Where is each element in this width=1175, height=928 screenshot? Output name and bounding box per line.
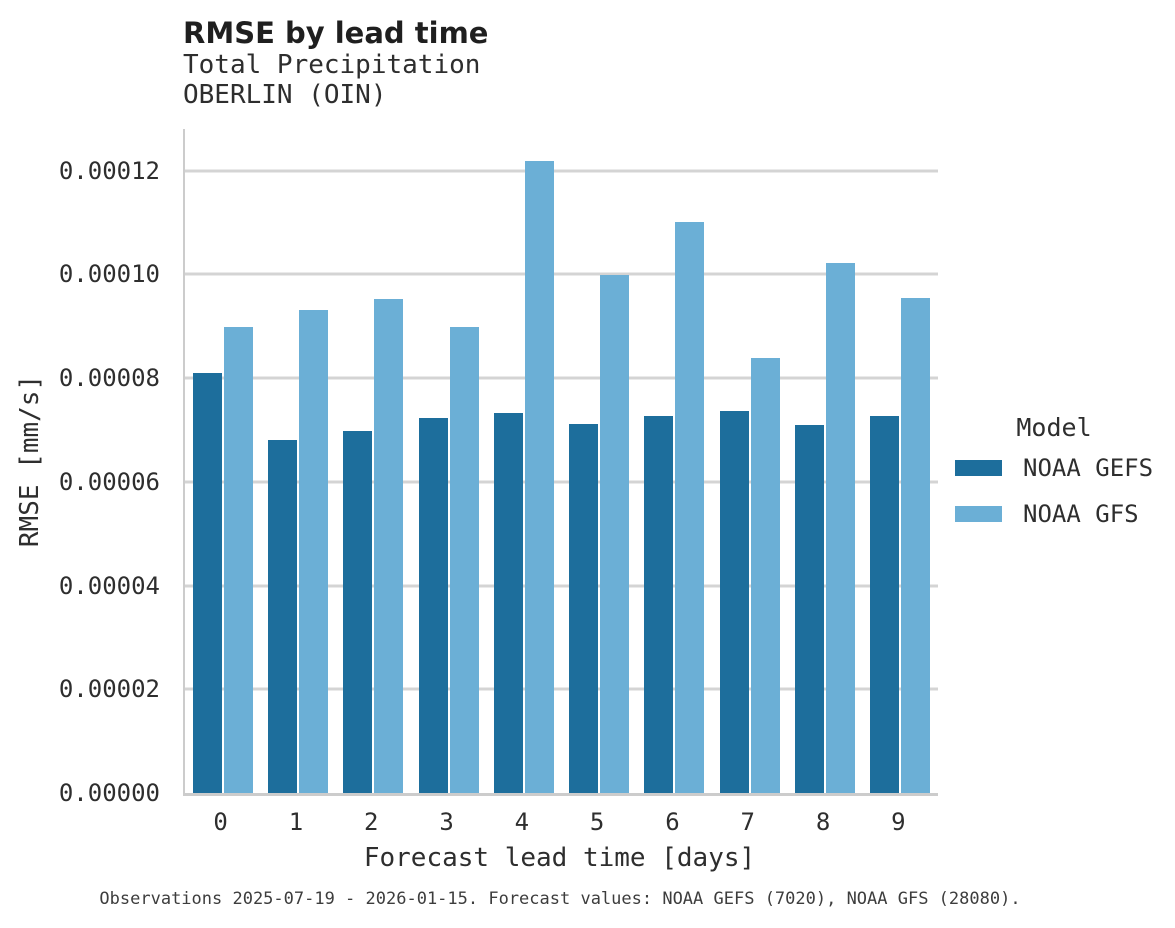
- chart-station-label: OBERLIN (OIN): [183, 80, 387, 110]
- bar-group: [411, 129, 486, 793]
- y-tick-label: 0.00008: [58, 364, 160, 392]
- bar-noaa-gefs: [343, 430, 373, 793]
- x-axis-ticks: 0 1 2 3 4 5 6 7 8 9: [183, 808, 936, 838]
- y-tick-label: 0.00010: [58, 260, 160, 289]
- legend-label-gfs: NOAA GFS: [1023, 500, 1139, 528]
- bar-noaa-gfs: [374, 298, 404, 793]
- bar-noaa-gefs: [870, 416, 900, 793]
- bar-noaa-gefs: [644, 415, 674, 793]
- x-tick-label: 4: [514, 808, 530, 836]
- x-tick-label: 5: [589, 808, 605, 836]
- legend-label-gefs: NOAA GEFS: [1023, 454, 1154, 482]
- bar-group: [486, 129, 561, 793]
- bar-noaa-gfs: [298, 309, 328, 793]
- footer-caption: Observations 2025-07-19 - 2026-01-15. Fo…: [99, 889, 1021, 909]
- gridline: [185, 169, 938, 172]
- x-tick-label: 1: [288, 808, 304, 836]
- bar-noaa-gefs: [719, 411, 749, 793]
- legend: Model NOAA GEFS NOAA GFS: [955, 413, 1155, 546]
- chart-title: RMSE by lead time: [183, 16, 489, 50]
- gridline: [185, 480, 938, 484]
- y-axis-ticks: 0.00000 0.00002 0.00004 0.00006 0.00008 0.000…: [0, 129, 160, 808]
- gridline: [185, 272, 938, 276]
- x-tick-label: 9: [891, 808, 906, 836]
- bar-noaa-gfs: [449, 327, 479, 793]
- bar-noaa-gefs: [493, 413, 523, 793]
- bar-group: [637, 129, 712, 793]
- bar-noaa-gfs: [750, 358, 780, 793]
- bar-group: [562, 129, 637, 793]
- legend-item-noaa-gfs: NOAA GFS: [955, 500, 1155, 528]
- x-tick-label: 6: [665, 808, 680, 836]
- y-tick-label: 0.00000: [58, 779, 160, 807]
- x-tick-label: 2: [364, 808, 379, 836]
- x-tick-label: 8: [815, 808, 831, 836]
- bar-noaa-gefs: [267, 440, 297, 793]
- y-tick-label: 0.00012: [58, 156, 160, 185]
- bar-noaa-gefs: [418, 418, 448, 793]
- x-tick-label: 0: [213, 808, 228, 836]
- legend-title: Model: [1016, 413, 1092, 442]
- bar-noaa-gfs: [600, 275, 630, 793]
- plot-area: [183, 129, 938, 796]
- bar-noaa-gfs: [524, 161, 554, 793]
- bar-group: [863, 129, 938, 793]
- bar-noaa-gfs: [901, 298, 931, 793]
- bar-group: [185, 129, 260, 793]
- y-tick-label: 0.00004: [58, 571, 160, 600]
- bar-noaa-gfs: [223, 327, 253, 793]
- y-tick-label: 0.00002: [58, 675, 160, 704]
- gridline: [185, 584, 938, 587]
- bar-noaa-gfs: [826, 262, 856, 793]
- legend-item-noaa-gefs: NOAA GEFS: [955, 454, 1155, 482]
- legend-swatch-gfs: [955, 506, 1002, 522]
- x-tick-label: 3: [439, 808, 454, 836]
- bar-group: [336, 129, 411, 793]
- bar-noaa-gefs: [192, 372, 222, 793]
- bar-group: [787, 129, 862, 793]
- x-tick-label: 7: [740, 808, 755, 836]
- gridline: [185, 687, 938, 691]
- x-axis-title: Forecast lead time [days]: [363, 843, 756, 873]
- bar-noaa-gefs: [569, 424, 599, 793]
- legend-swatch-gefs: [955, 460, 1002, 476]
- chart-subtitle: Total Precipitation: [183, 50, 481, 80]
- gridline: [185, 376, 938, 380]
- bar-noaa-gfs: [675, 222, 705, 793]
- bar-group: [712, 129, 787, 793]
- y-tick-label: 0.00006: [58, 467, 160, 496]
- bar-group: [260, 129, 335, 793]
- bar-noaa-gefs: [795, 424, 825, 793]
